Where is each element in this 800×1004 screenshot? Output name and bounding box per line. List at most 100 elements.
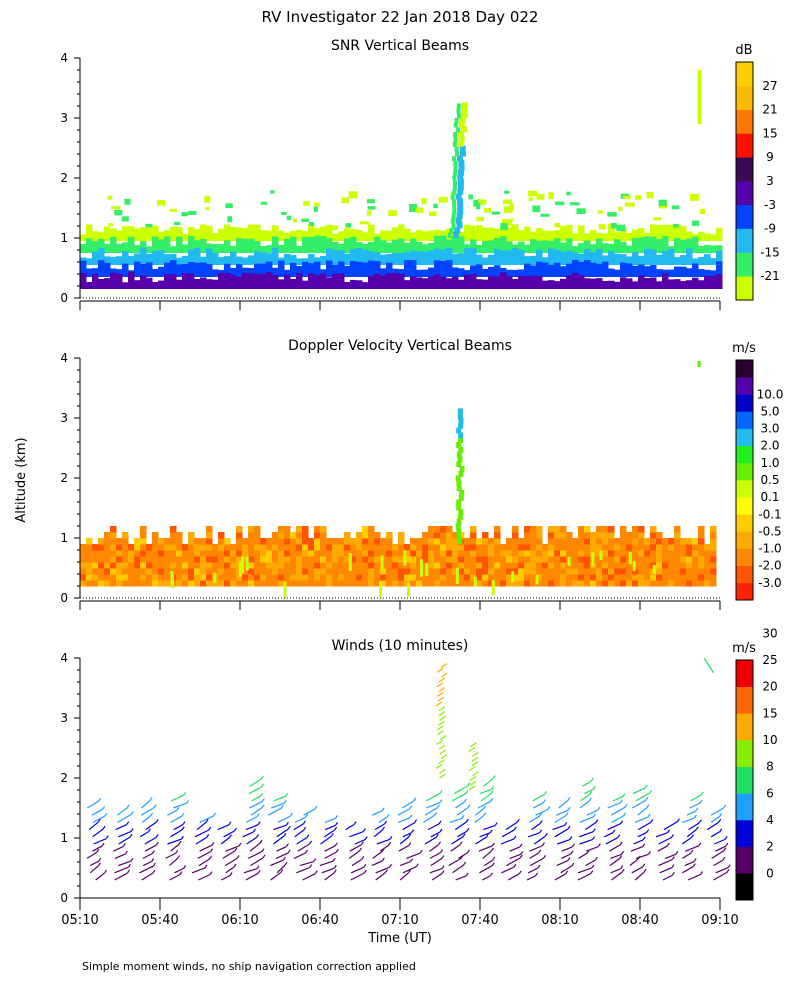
doppler-cell: [152, 562, 159, 569]
snr-cell: [468, 194, 474, 200]
snr-cell: [584, 260, 591, 277]
y-tick-label: 0: [60, 891, 68, 905]
doppler-cell: [416, 544, 423, 551]
snr-cell: [170, 246, 177, 253]
doppler-cell: [122, 538, 129, 545]
snr-cell: [176, 257, 183, 265]
doppler-cell: [278, 538, 285, 545]
doppler-cell: [548, 574, 555, 581]
wind-barb: [579, 831, 594, 838]
wind-barb: [177, 855, 181, 859]
wind-barb: [579, 800, 590, 809]
doppler-cell: [456, 499, 462, 506]
snr-cell: [392, 239, 399, 253]
doppler-cell: [422, 532, 429, 539]
doppler-cell: [482, 562, 489, 569]
wind-barb: [221, 874, 231, 881]
snr-cell: [92, 251, 99, 265]
wind-barb: [388, 841, 392, 846]
snr-cell: [680, 266, 687, 277]
snr-cell: [476, 264, 483, 277]
doppler-cell: [290, 574, 297, 581]
wind-barb: [381, 807, 385, 812]
doppler-cell: [567, 556, 571, 567]
colorbar-swatch: [736, 686, 753, 714]
doppler-cell: [80, 580, 87, 587]
doppler-cell: [452, 532, 459, 539]
doppler-cell: [524, 526, 531, 533]
doppler-cell: [128, 544, 135, 551]
wind-barb: [305, 813, 309, 818]
wind-barb: [324, 851, 337, 859]
snr-cell: [554, 222, 561, 228]
colorbar-swatch: [736, 793, 753, 821]
doppler-cell: [668, 574, 675, 581]
colorbar-swatch: [736, 480, 753, 498]
snr-cell: [512, 278, 519, 289]
doppler-cell: [98, 538, 105, 545]
snr-cell: [224, 224, 231, 241]
snr-cell: [457, 203, 464, 210]
snr-cell: [602, 255, 609, 265]
wind-barb: [141, 800, 151, 809]
snr-cell: [524, 263, 531, 277]
wind-barb: [671, 856, 675, 860]
snr-cell: [290, 255, 297, 265]
snr-cell: [476, 254, 483, 265]
doppler-cell: [200, 568, 207, 575]
doppler-cell: [608, 556, 615, 563]
doppler-cell: [188, 580, 195, 587]
doppler-cell: [266, 562, 273, 569]
wind-barb: [577, 872, 592, 881]
doppler-cell: [626, 562, 633, 569]
doppler-cell: [254, 568, 261, 575]
wind-barb: [114, 853, 126, 859]
wind-barb: [181, 826, 185, 831]
snr-cell: [646, 191, 654, 199]
colorbar-label: -2.0: [758, 559, 781, 573]
snr-cell: [494, 248, 501, 265]
doppler-cell: [272, 574, 279, 581]
wind-barb: [102, 805, 106, 810]
doppler-cell: [213, 572, 217, 583]
snr-cell: [98, 238, 105, 253]
doppler-cell: [278, 526, 285, 533]
wind-barb: [509, 853, 521, 859]
snr-cell: [356, 229, 363, 241]
doppler-cell: [680, 538, 687, 545]
doppler-cell: [194, 544, 201, 551]
doppler-cell: [470, 574, 477, 581]
wind-barb: [155, 818, 159, 823]
snr-cell: [620, 227, 627, 241]
snr-cell: [194, 262, 201, 277]
wind-barb: [687, 873, 701, 881]
snr-cell: [110, 256, 117, 265]
doppler-cell: [224, 568, 231, 575]
doppler-cell: [710, 556, 717, 563]
doppler-cell: [459, 490, 465, 496]
doppler-cell: [188, 574, 195, 581]
doppler-cell: [206, 544, 213, 551]
doppler-cell: [584, 568, 591, 575]
doppler-cell: [620, 532, 627, 539]
snr-cell: [98, 232, 105, 241]
wind-barb: [646, 829, 650, 833]
wind-barb: [174, 867, 184, 874]
doppler-cell: [338, 562, 345, 569]
snr-cell: [542, 240, 549, 253]
wind-barb: [554, 815, 567, 823]
doppler-cell: [704, 580, 711, 587]
doppler-cell: [254, 526, 261, 533]
doppler-cell: [554, 526, 561, 533]
doppler-cell: [188, 538, 195, 545]
snr-cell: [302, 236, 309, 253]
main-title: RV Investigator 22 Jan 2018 Day 022: [262, 8, 539, 26]
snr-cell: [686, 238, 693, 253]
doppler-cell: [560, 556, 567, 563]
doppler-cell: [350, 574, 357, 581]
wind-barb: [491, 862, 495, 866]
wind-barb: [675, 850, 679, 855]
wind-barb: [688, 822, 700, 831]
doppler-cell: [434, 550, 441, 557]
